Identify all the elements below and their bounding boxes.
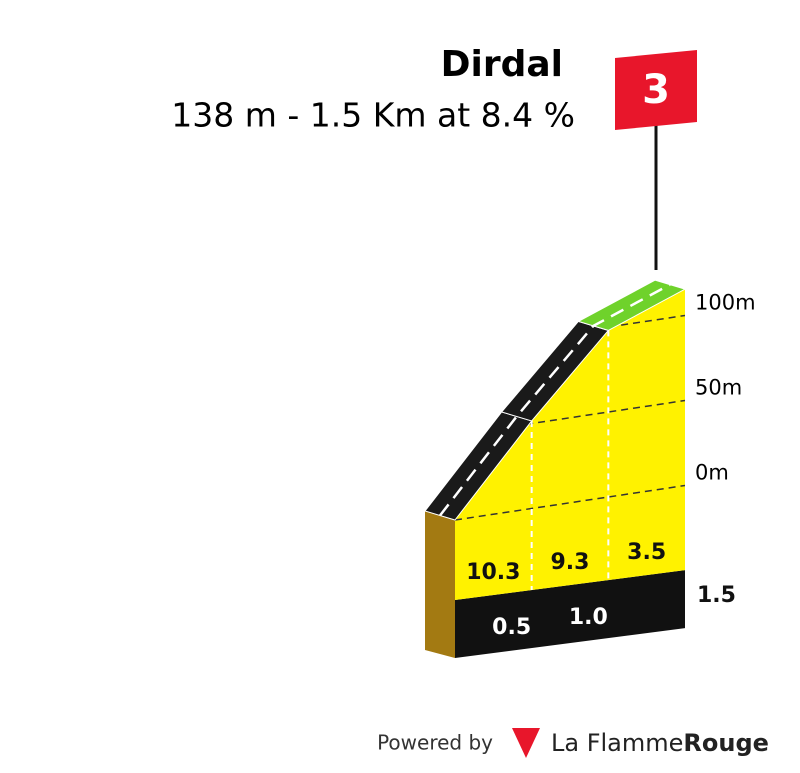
grid-line [455, 484, 685, 521]
chart-subtitle: 138 m - 1.5 Km at 8.4 % [171, 96, 575, 135]
brand-logo [512, 728, 540, 758]
category-label: 3 [642, 67, 670, 113]
x-tick-label: 1.0 [569, 605, 608, 630]
gradient-label: 3.5 [627, 540, 666, 565]
gradient-label: 10.3 [466, 560, 520, 585]
x-tick-label: 0.5 [492, 615, 531, 640]
side-face [425, 511, 455, 658]
y-tick-label: 50m [695, 376, 742, 400]
footer-powered: Powered by [377, 731, 493, 755]
brand-name-bold: Rouge [683, 729, 769, 757]
profile: 0m 50m 100m 0.5 10.3 1.0 9.3 1.5 3.5 [424, 279, 756, 658]
gradient-label: 9.3 [551, 550, 590, 575]
y-tick-label: 0m [695, 461, 729, 485]
road-centerline [439, 283, 671, 517]
chart-title: Dirdal [441, 44, 563, 85]
x-tick-label: 1.5 [697, 583, 736, 608]
brand-name: La Flamme [551, 729, 683, 757]
profile-face [455, 289, 685, 600]
base-band [455, 570, 685, 658]
footer-brand: La FlammeRouge [551, 729, 769, 757]
y-tick-label: 100m [695, 291, 756, 315]
category-flag [615, 50, 697, 130]
